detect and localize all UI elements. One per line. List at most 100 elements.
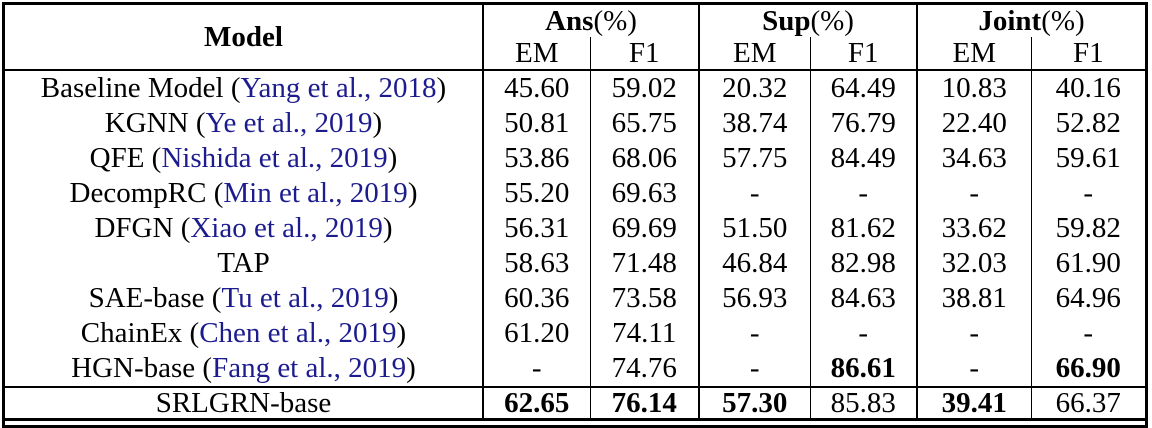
cell-joint-em: 39.41	[916, 386, 1031, 422]
citation-link[interactable]: Xiao et al., 2019	[190, 212, 383, 245]
cell-ans-f1: 71.48	[589, 246, 699, 281]
table-row: HGN-base (Fang et al., 2019) -74.76-86.61…	[5, 351, 1146, 387]
table-row: QFE (Nishida et al., 2019) 53.86 68.06 57.7…	[5, 141, 1146, 176]
ans-suffix: (%)	[593, 5, 637, 37]
table-row: SRLGRN-base 62.65 76.14 57.30 85.83 39.41 66.3…	[5, 386, 1146, 422]
model-cell: DFGN (Xiao et al., 2019)	[94, 212, 393, 245]
cell-joint-f1: 64.96	[1030, 281, 1146, 316]
cell-sup-f1: 84.63	[809, 281, 917, 316]
cell-joint-em: 22.40	[916, 106, 1031, 141]
cell-sup-f1: 82.98	[809, 246, 917, 281]
joint-suffix: (%)	[1041, 5, 1085, 37]
citation-link[interactable]: Nishida et al., 2019	[161, 142, 388, 175]
cell-ans-f1: 74.76	[589, 351, 699, 387]
table-body: Baseline Model (Yang et al., 2018) 45.60 5…	[5, 69, 1146, 422]
cell-joint-f1: -	[1030, 316, 1146, 351]
header-group-row: Model Ans(%) Sup(%) Joint(%)	[5, 5, 1146, 52]
cell-ans-f1: 65.75	[589, 106, 699, 141]
cell-joint-f1: -	[1030, 176, 1146, 211]
table-row: Baseline Model (Yang et al., 2018) 45.60 5…	[5, 69, 1146, 106]
cell-joint-f1: 66.90	[1030, 351, 1146, 387]
cell-ans-f1: 68.06	[589, 141, 699, 176]
col-header-ans-em: EM	[482, 37, 590, 70]
cell-ans-em: 61.20	[482, 316, 590, 351]
col-header-ans: Ans(%)	[482, 5, 699, 37]
model-cell: QFE (Nishida et al., 2019)	[89, 142, 398, 175]
cell-ans-em: 50.81	[482, 106, 590, 141]
cell-joint-em: -	[916, 351, 1031, 387]
cell-sup-em: -	[698, 316, 810, 351]
cell-ans-em: 56.31	[482, 211, 590, 246]
cell-joint-f1: 59.82	[1030, 211, 1146, 246]
cell-sup-f1: 85.83	[809, 386, 917, 422]
ans-label: Ans	[545, 5, 594, 37]
col-header-model: Model	[204, 20, 283, 53]
cell-joint-f1: 61.90	[1030, 246, 1146, 281]
cell-ans-f1: 69.69	[589, 211, 699, 246]
cell-sup-em: 57.75	[698, 141, 810, 176]
model-cell: TAP	[217, 247, 270, 280]
table-header: Model Ans(%) Sup(%) Joint(%) EM F1 EM F1…	[5, 5, 1146, 70]
cell-ans-f1: 76.14	[589, 386, 699, 422]
citation-link[interactable]: Min et al., 2019	[223, 177, 408, 210]
model-cell: HGN-base (Fang et al., 2019)	[71, 352, 416, 385]
cell-ans-f1: 73.58	[589, 281, 699, 316]
cell-sup-em: 38.74	[698, 106, 810, 141]
model-cell: SAE-base (Tu et al., 2019)	[88, 282, 399, 315]
cell-joint-f1: 40.16	[1030, 69, 1146, 106]
cell-ans-em: 62.65	[482, 386, 590, 422]
table-row: TAP 58.63 71.48 46.84 82.98 32.03 61.90	[5, 246, 1146, 281]
col-header-joint-f1: F1	[1030, 37, 1146, 70]
col-header-sup-f1: F1	[809, 37, 917, 70]
cell-sup-f1: -	[809, 316, 917, 351]
model-cell: KGNN (Ye et al., 2019)	[104, 107, 383, 140]
cell-joint-em: 38.81	[916, 281, 1031, 316]
col-header-sup: Sup(%)	[698, 5, 917, 37]
table-row: SAE-base (Tu et al., 2019) 60.36 73.58 56.9…	[5, 281, 1146, 316]
cell-sup-em: 46.84	[698, 246, 810, 281]
cell-joint-em: 32.03	[916, 246, 1031, 281]
table-row: DecompRC (Min et al., 2019) 55.20 69.63- - -…	[5, 176, 1146, 211]
citation-link[interactable]: Yang et al., 2018	[240, 72, 437, 105]
cell-ans-em: 53.86	[482, 141, 590, 176]
citation-link[interactable]: Chen et al., 2019	[199, 317, 397, 350]
cell-ans-em: -	[482, 351, 590, 387]
cell-sup-em: -	[698, 351, 810, 387]
citation-link[interactable]: Tu et al., 2019	[221, 282, 389, 315]
col-header-ans-f1: F1	[589, 37, 699, 70]
cell-ans-f1: 69.63	[589, 176, 699, 211]
cell-sup-f1: 81.62	[809, 211, 917, 246]
cell-sup-f1: 64.49	[809, 69, 917, 106]
cell-sup-f1: 84.49	[809, 141, 917, 176]
cell-joint-f1: 59.61	[1030, 141, 1146, 176]
cell-sup-em: 57.30	[698, 386, 810, 422]
cell-sup-em: 51.50	[698, 211, 810, 246]
cell-joint-em: 34.63	[916, 141, 1031, 176]
cell-sup-em: -	[698, 176, 810, 211]
cell-sup-f1: -	[809, 176, 917, 211]
cell-ans-em: 55.20	[482, 176, 590, 211]
cell-sup-f1: 76.79	[809, 106, 917, 141]
cell-joint-em: 10.83	[916, 69, 1031, 106]
col-header-joint: Joint(%)	[915, 5, 1146, 37]
cell-joint-em: -	[916, 176, 1031, 211]
table-row: ChainEx (Chen et al., 2019) 61.20 74.11- - -…	[5, 316, 1146, 351]
citation-link[interactable]: Ye et al., 2019	[205, 107, 373, 140]
cell-joint-em: 33.62	[916, 211, 1031, 246]
results-table: Model Ans(%) Sup(%) Joint(%) EM F1 EM F1…	[5, 5, 1146, 422]
model-cell: Baseline Model (Yang et al., 2018)	[5, 69, 483, 106]
model-cell: SRLGRN-base	[5, 386, 483, 422]
col-header-joint-em: EM	[916, 37, 1031, 70]
cell-ans-f1: 59.02	[589, 69, 699, 106]
joint-label: Joint	[978, 5, 1042, 37]
citation-link[interactable]: Fang et al., 2019	[212, 352, 407, 385]
header-sub-row: EM F1 EM F1 EM F1	[5, 37, 1146, 70]
table-row: KGNN (Ye et al., 2019) 50.81 65.75 38.74 76.…	[5, 106, 1146, 141]
sup-label: Sup	[762, 5, 811, 37]
cell-joint-em: -	[916, 316, 1031, 351]
col-header-sup-em: EM	[698, 37, 810, 70]
cell-ans-em: 58.63	[482, 246, 590, 281]
cell-ans-em: 45.60	[482, 69, 590, 106]
